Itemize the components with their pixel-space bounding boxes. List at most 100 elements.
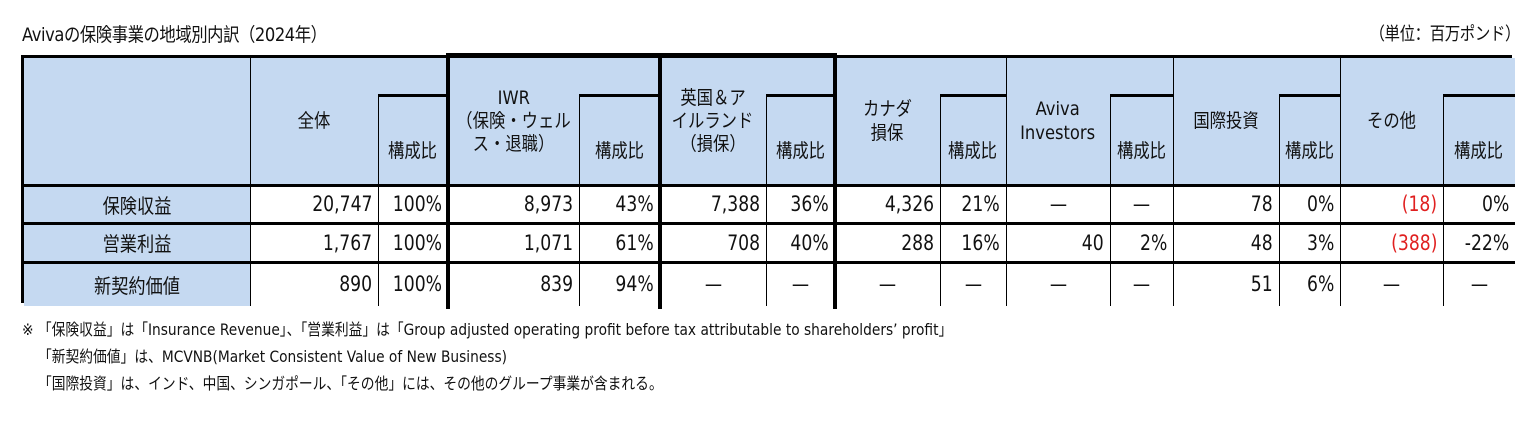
share-header-label: 構成比: [775, 140, 826, 163]
share-cell: 100%: [378, 185, 448, 223]
share-text: 61%: [615, 230, 654, 255]
value-text: 20,747: [311, 192, 372, 216]
grid-line: [1110, 95, 1111, 306]
column-header-line: （保険・ウェル: [456, 109, 571, 132]
value-cell: —: [835, 262, 940, 306]
share-text: 2%: [1139, 230, 1167, 255]
grid-line: [579, 94, 660, 97]
grid-line: [766, 94, 835, 97]
footnote-1: ※ 「保険収益」は「Insurance Revenue」、「営業利益」は「Gro…: [22, 320, 953, 339]
grid-line: [24, 184, 1515, 187]
value-text: (388): [1390, 230, 1437, 255]
value-cell: —: [1006, 185, 1110, 223]
column-header-line: その他: [1366, 109, 1417, 132]
value-cell: —: [1006, 262, 1110, 306]
column-header-line: 英国＆ア: [680, 86, 746, 109]
value-cell: (18): [1340, 185, 1443, 223]
value-cell: 1,071: [448, 223, 579, 262]
share-cell: 0%: [1443, 185, 1515, 223]
value-text: 708: [727, 230, 760, 255]
share-cell: 0%: [1279, 185, 1340, 223]
value-text: —: [1049, 272, 1067, 296]
share-cell: —: [766, 262, 835, 306]
value-text: 40: [1082, 230, 1104, 255]
share-cell: 6%: [1279, 262, 1340, 306]
column-header-line: 国際投資: [1193, 109, 1259, 132]
share-text: —: [1132, 272, 1151, 296]
value-cell: 4,326: [835, 185, 940, 223]
grid-line: [448, 53, 835, 57]
share-cell: —: [940, 262, 1006, 306]
grid-line: [1279, 95, 1280, 306]
share-header-label: 構成比: [1454, 140, 1504, 163]
share-header: 構成比: [378, 95, 448, 185]
value-cell: 708: [660, 223, 766, 262]
value-text: 51: [1251, 272, 1273, 296]
column-header-line: カナダ: [862, 98, 913, 121]
share-header: 構成比: [766, 95, 835, 185]
footnote-2: 「新契約価値」は、MCVNB(Market Consistent Value o…: [38, 347, 508, 366]
share-cell: 100%: [378, 262, 448, 306]
column-header-line: （損保）: [680, 133, 746, 156]
grid-line: [24, 261, 1515, 264]
share-text: 16%: [961, 230, 1000, 255]
column-header: 国際投資: [1173, 58, 1279, 185]
share-header-label: 構成比: [388, 140, 438, 163]
row-label-text: 新契約価値: [94, 273, 180, 298]
row-label: 営業利益: [24, 223, 250, 262]
column-header-top: [1443, 58, 1515, 95]
table-title: Avivaの保険事業の地域別内訳（2024年）: [22, 24, 327, 46]
value-cell: 51: [1173, 262, 1279, 306]
value-text: —: [878, 272, 897, 296]
share-text: 6%: [1306, 272, 1334, 296]
share-cell: -22%: [1443, 223, 1515, 262]
column-header: 英国＆ア イルランド （損保）: [660, 58, 766, 185]
share-cell: 3%: [1279, 223, 1340, 262]
share-header-label: 構成比: [948, 140, 998, 163]
share-text: 94%: [615, 272, 654, 296]
share-cell: —: [1110, 185, 1173, 223]
share-cell: 21%: [940, 185, 1006, 223]
share-text: 40%: [790, 230, 829, 255]
share-text: 43%: [615, 192, 654, 216]
column-header: Aviva Investors: [1006, 58, 1110, 185]
value-text: —: [704, 272, 722, 296]
grid-line: [833, 53, 837, 309]
column-header: その他: [1340, 58, 1443, 185]
column-header-label: 全体: [297, 110, 331, 133]
column-header: カナダ 損保: [835, 58, 940, 185]
row-label-text: 保険収益: [102, 193, 172, 218]
value-text: 288: [901, 230, 934, 255]
share-header: 構成比: [579, 95, 660, 185]
row-label: 新契約価値: [24, 262, 250, 306]
column-header-top: [579, 58, 660, 95]
share-cell: 94%: [579, 262, 660, 306]
column-header-top: [1279, 58, 1340, 95]
column-header-line: Aviva: [1035, 98, 1081, 121]
value-cell: 20,747: [250, 185, 378, 223]
grid-line: [579, 95, 580, 306]
share-text: —: [964, 272, 982, 296]
value-text: 8,973: [523, 192, 573, 216]
value-text: 1,071: [523, 230, 573, 255]
grid-line: [378, 94, 448, 97]
value-cell: 48: [1173, 223, 1279, 262]
share-header-label: 構成比: [594, 140, 645, 163]
grid-line: [940, 94, 1006, 97]
grid-line: [1443, 95, 1444, 306]
share-cell: 2%: [1110, 223, 1173, 262]
grid-line: [766, 95, 767, 306]
share-cell: 40%: [766, 223, 835, 262]
column-header-line: ス・退職）: [472, 133, 555, 156]
column-header: IWR （保険・ウェル ス・退職）: [448, 58, 579, 185]
share-cell: 100%: [378, 223, 448, 262]
share-header: 構成比: [940, 95, 1006, 185]
share-text: 100%: [392, 230, 442, 255]
value-text: 48: [1251, 230, 1273, 255]
share-text: 21%: [961, 192, 1000, 216]
share-text: 0%: [1306, 192, 1334, 216]
grid-line: [250, 58, 251, 306]
share-cell: 16%: [940, 223, 1006, 262]
grid-line: [1110, 94, 1173, 97]
column-header-top: [940, 58, 1006, 95]
